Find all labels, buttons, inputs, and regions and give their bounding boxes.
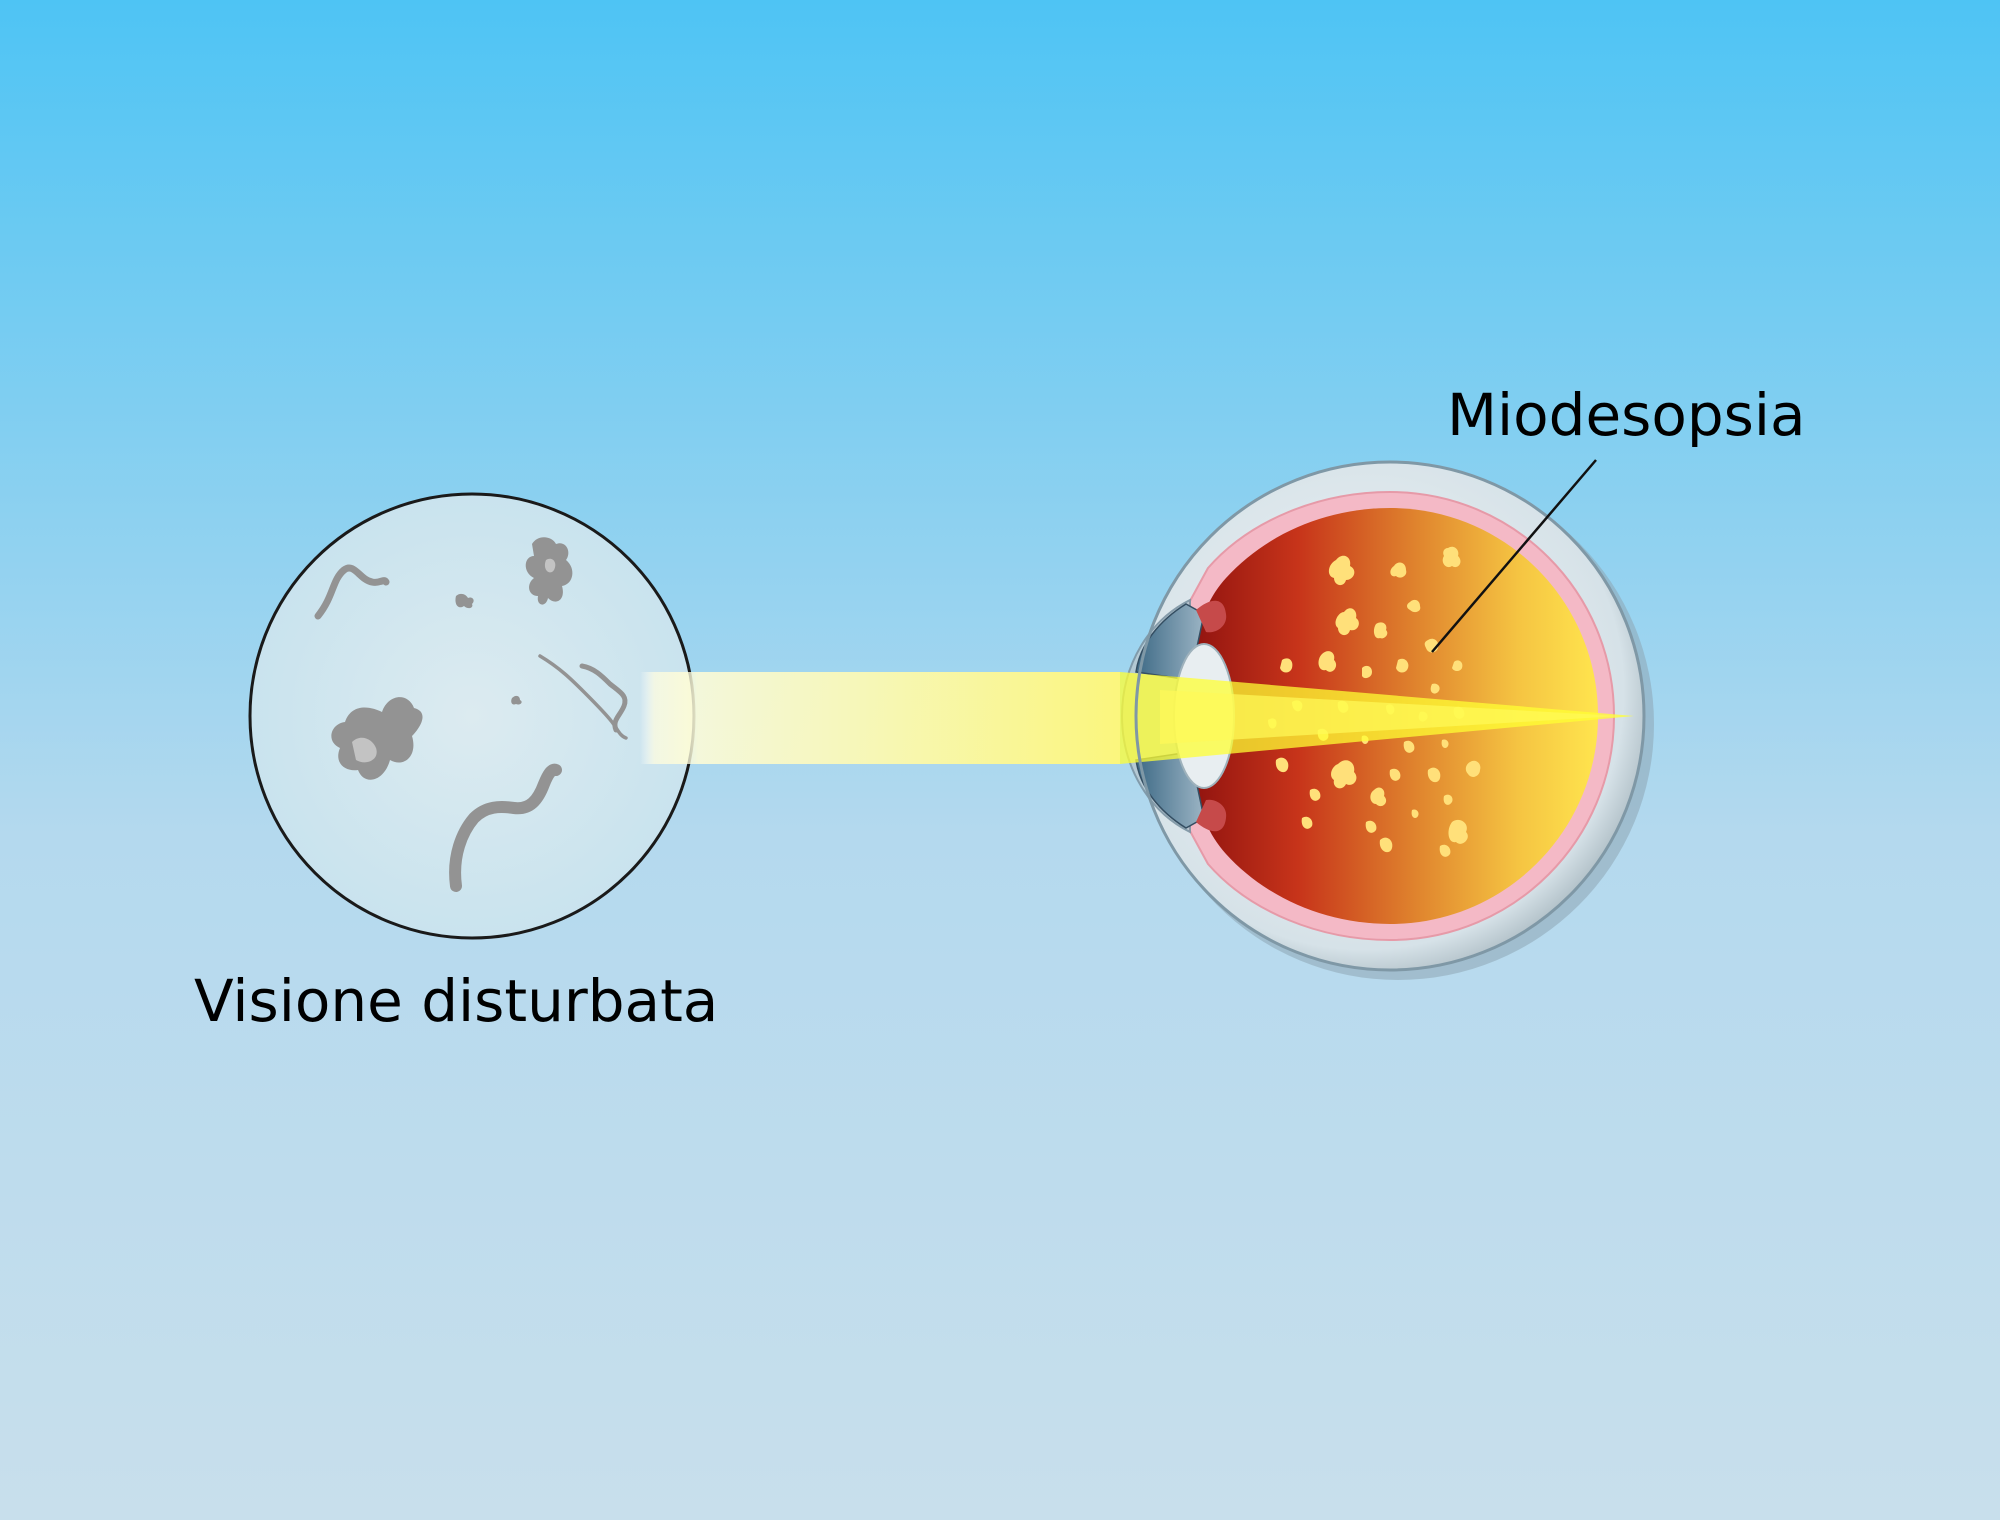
floaters-label: Miodesopsia xyxy=(1447,381,1806,449)
eye-outline xyxy=(1134,460,1646,972)
vision-strands-icon xyxy=(314,564,628,892)
focused-beam-core xyxy=(1160,690,1620,744)
ciliary-body-lower xyxy=(1196,799,1227,832)
floaters-leader-line xyxy=(1431,459,1597,653)
light-beam-icon xyxy=(640,672,1120,764)
eyeball-cross-section-icon xyxy=(1120,460,1654,980)
vision-floaters-icon xyxy=(331,537,573,780)
ciliary-body-upper xyxy=(1196,600,1227,633)
vision-label: Visione disturbata xyxy=(194,967,719,1035)
